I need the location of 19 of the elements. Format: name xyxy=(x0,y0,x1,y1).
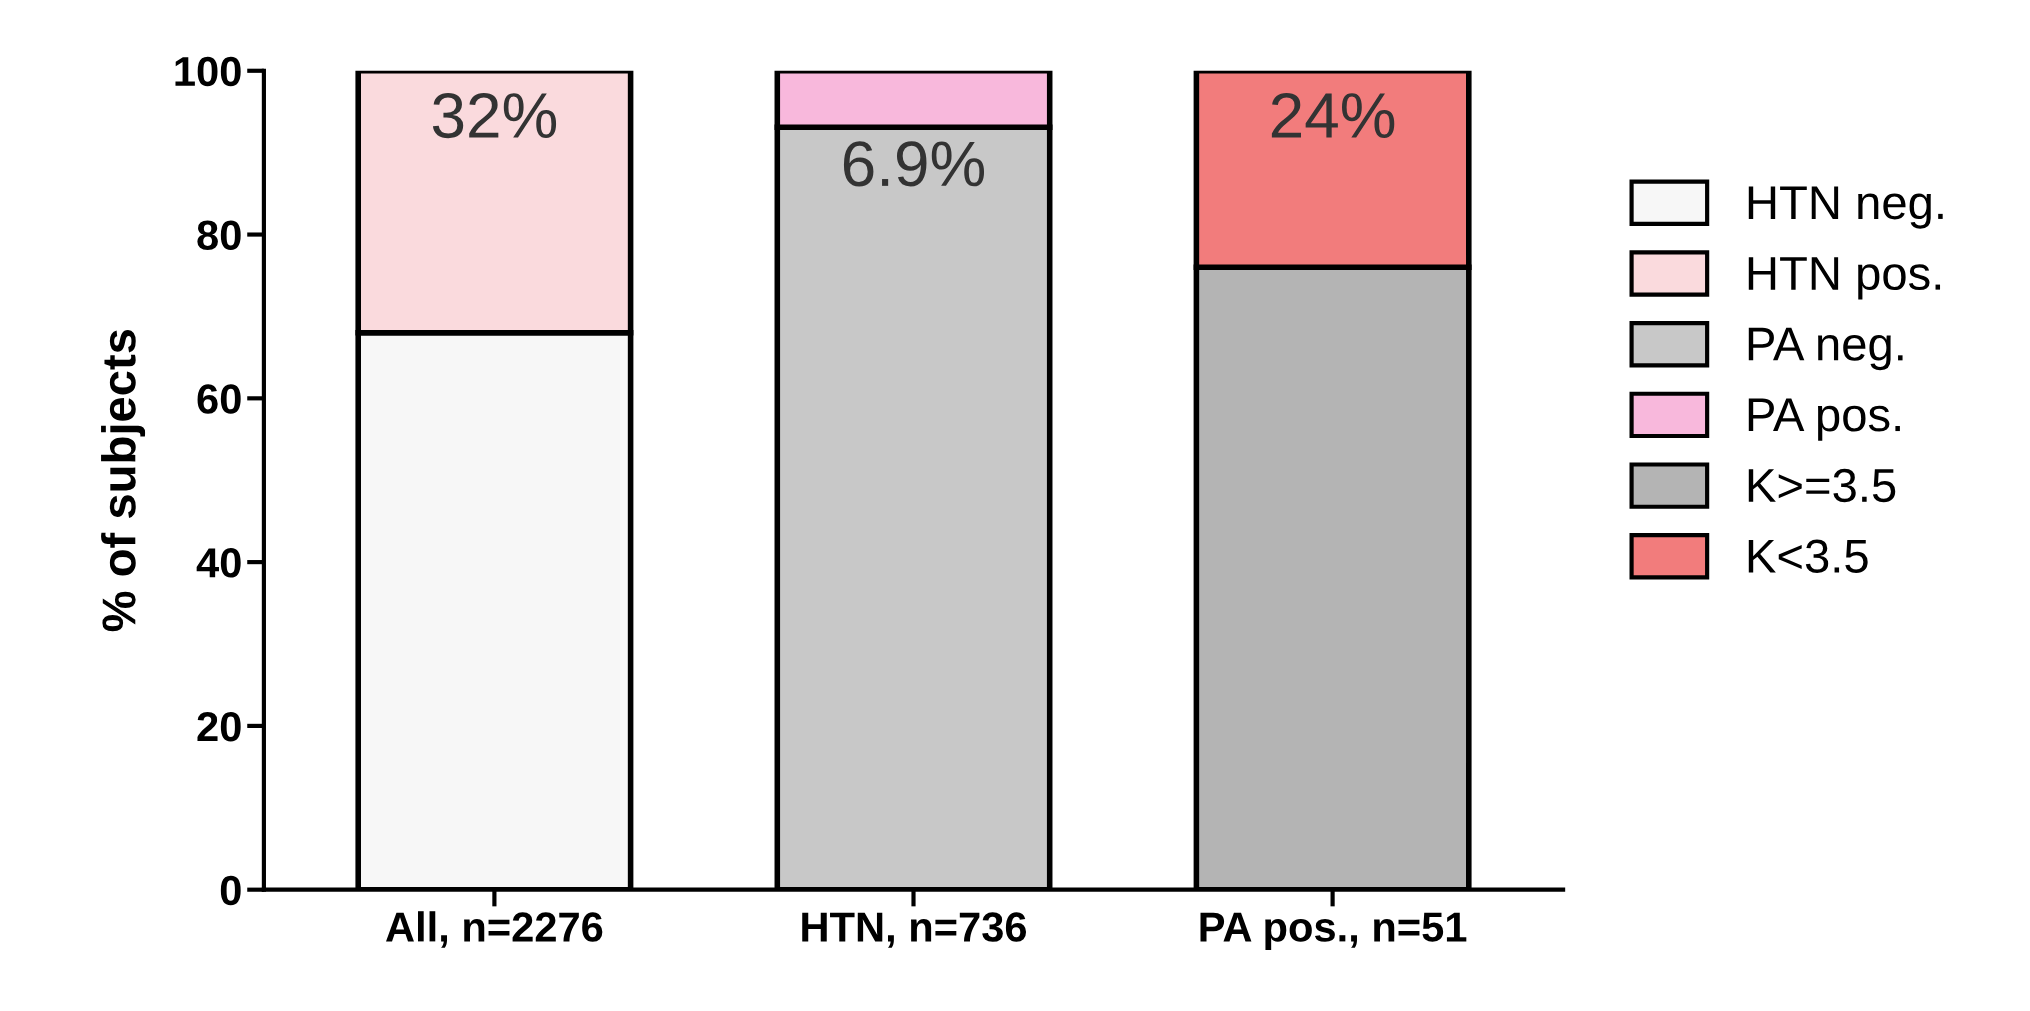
legend-label: PA neg. xyxy=(1748,327,1903,371)
y-tick-label: 20 xyxy=(197,711,241,742)
y-tick-label: 100 xyxy=(175,56,241,87)
x-tick-label: All, n=2276 xyxy=(386,911,603,948)
y-tick-label: 80 xyxy=(197,220,241,251)
legend-label: K<3.5 xyxy=(1748,539,1868,573)
y-tick-label: 40 xyxy=(196,548,241,578)
data-label: 24% xyxy=(1271,92,1395,138)
legend-label: K>=3.5 xyxy=(1748,468,1896,503)
data-label: 6.9% xyxy=(843,141,985,187)
legend-label: HTN pos. xyxy=(1748,257,1941,300)
legend-label: HTN neg. xyxy=(1748,186,1943,229)
y-tick-label: 60 xyxy=(197,384,241,414)
legend-label: PA pos. xyxy=(1748,398,1900,441)
data-label: 32% xyxy=(432,92,557,139)
y-tick-label: 0 xyxy=(220,875,241,906)
x-tick-label: HTN, n=736 xyxy=(802,912,1027,948)
y-axis-title: % of subjects xyxy=(101,329,146,632)
x-tick-label: PA pos., n=51 xyxy=(1200,912,1467,951)
